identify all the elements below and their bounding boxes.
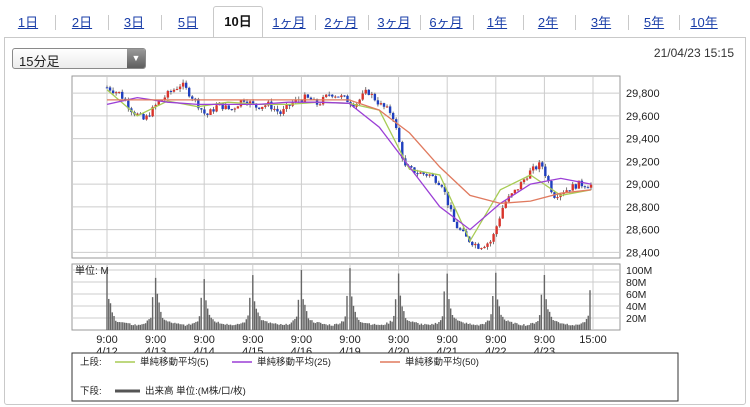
tab-separator [627, 15, 629, 30]
tab-separator [161, 15, 162, 30]
tab-2年[interactable]: 2年 [537, 15, 559, 30]
tab-1年[interactable]: 1年 [486, 15, 508, 30]
tab-separator [420, 15, 421, 30]
tab-separator [473, 15, 474, 30]
tab-2ヶ月[interactable]: 2ヶ月 [324, 15, 358, 30]
tab-separator [679, 15, 680, 30]
tab-3日[interactable]: 3日 [123, 15, 145, 30]
tab-3ヶ月[interactable]: 3ヶ月 [377, 15, 411, 30]
tab-5年[interactable]: 5年 [643, 15, 665, 30]
tab-separator [315, 15, 316, 30]
tab-1日[interactable]: 1日 [17, 15, 39, 30]
tab-separator [522, 15, 524, 30]
tab-2日[interactable]: 2日 [71, 15, 93, 30]
tab-5日[interactable]: 5日 [177, 15, 199, 30]
period-tabs: 1日 2日 3日 5日 10日 1ヶ月 2ヶ月 3ヶ月 6ヶ月 1年 2年 3年 5年 10年 [0, 0, 750, 38]
chevron-down-icon[interactable]: ▼ [127, 49, 145, 68]
tab-10年[interactable]: 10年 [690, 15, 718, 30]
tab-6ヶ月[interactable]: 6ヶ月 [429, 15, 463, 30]
chart-panel [4, 37, 746, 405]
tab-10日[interactable]: 10日 [213, 6, 263, 38]
tab-3年[interactable]: 3年 [590, 15, 612, 30]
tab-1ヶ月[interactable]: 1ヶ月 [272, 15, 306, 30]
tab-separator [55, 15, 56, 30]
tab-separator [574, 15, 576, 30]
interval-select[interactable]: 15分足 ▼ [12, 48, 146, 69]
interval-select-value: 15分足 [19, 54, 60, 69]
tab-separator [367, 15, 369, 30]
chart-timestamp: 21/04/23 15:15 [653, 46, 734, 60]
tab-separator [108, 15, 109, 30]
